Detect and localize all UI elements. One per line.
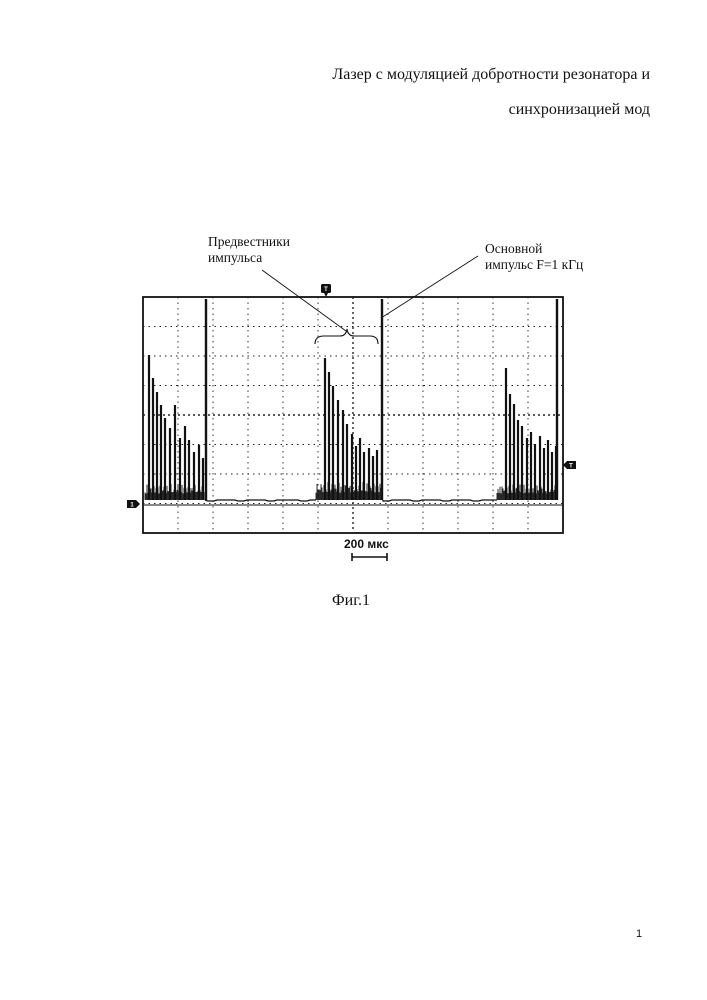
trigger-marker-icon: T: [321, 284, 331, 297]
time-scale-label: 200 мкс: [344, 537, 389, 551]
page-number: 1: [636, 928, 642, 940]
figure-caption: Фиг.1: [332, 592, 370, 610]
channel-1-marker-icon: 1: [127, 500, 140, 509]
time-scale-bar: [352, 553, 387, 561]
trigger-marker-label: T: [324, 287, 328, 293]
trigger-level-marker-icon: T: [563, 461, 576, 470]
trigger-level-marker-label: T: [569, 464, 573, 470]
